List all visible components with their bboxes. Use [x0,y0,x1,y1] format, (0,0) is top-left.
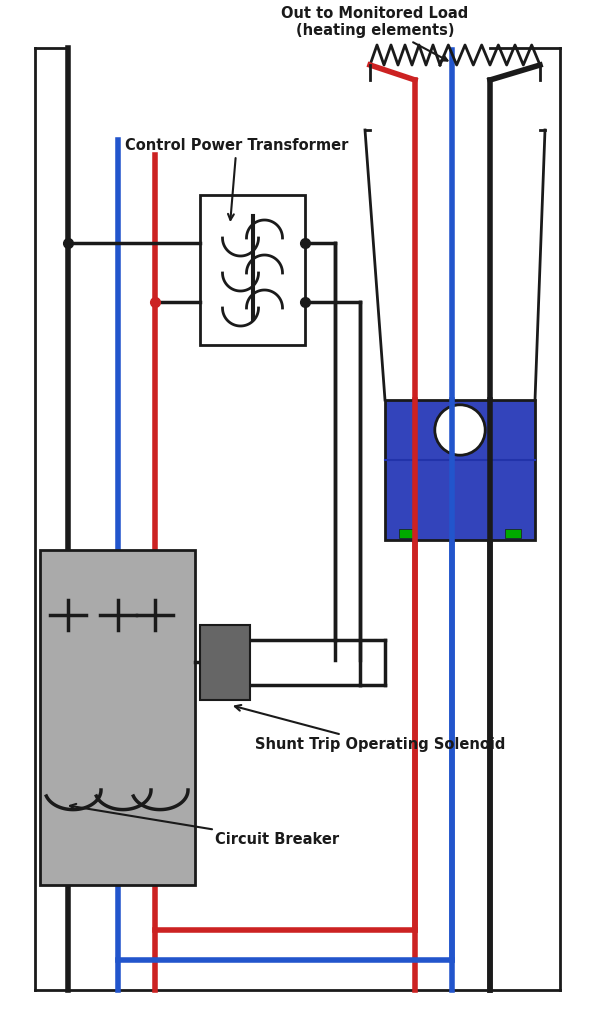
Bar [200,195,305,345]
Text: Out to Monitored Load
(heating elements): Out to Monitored Load (heating elements) [282,6,469,60]
Circle shape [435,404,485,456]
Text: Shunt Trip Operating Solenoid: Shunt Trip Operating Solenoid [235,705,505,753]
Text: Control Power Transformer: Control Power Transformer [125,137,349,220]
Bar [200,625,250,700]
Bar [385,400,535,540]
Text: Circuit Breaker: Circuit Breaker [70,804,339,848]
Bar [399,529,415,538]
Bar [505,529,521,538]
Bar [40,550,195,885]
